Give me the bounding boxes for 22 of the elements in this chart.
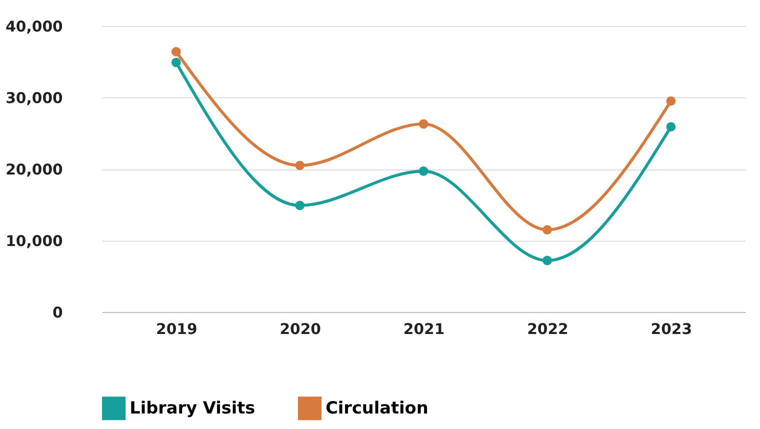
legend-label: Library Visits (130, 397, 256, 418)
point (295, 160, 305, 170)
x-tick-label: 2019 (156, 321, 198, 338)
x-tick-label: 2020 (280, 321, 321, 338)
x-tick-label: 2022 (527, 321, 568, 338)
legend-label: Circulation (326, 397, 428, 418)
point (666, 96, 676, 106)
point (171, 58, 181, 68)
y-tick-label: 40,000 (6, 18, 63, 36)
y-tick-label: 20,000 (6, 161, 63, 178)
y-tick-label: 10,000 (6, 232, 63, 250)
point (418, 166, 428, 176)
y-tick-label: 30,000 (6, 90, 63, 107)
x-tick-label: 2023 (650, 321, 692, 338)
point (542, 225, 552, 234)
point (666, 122, 676, 132)
x-tick-label: 2021 (403, 321, 445, 338)
point (171, 47, 181, 56)
y-tick-label: 0 (52, 304, 63, 322)
point (418, 119, 428, 129)
point (542, 256, 552, 266)
point (295, 200, 305, 210)
